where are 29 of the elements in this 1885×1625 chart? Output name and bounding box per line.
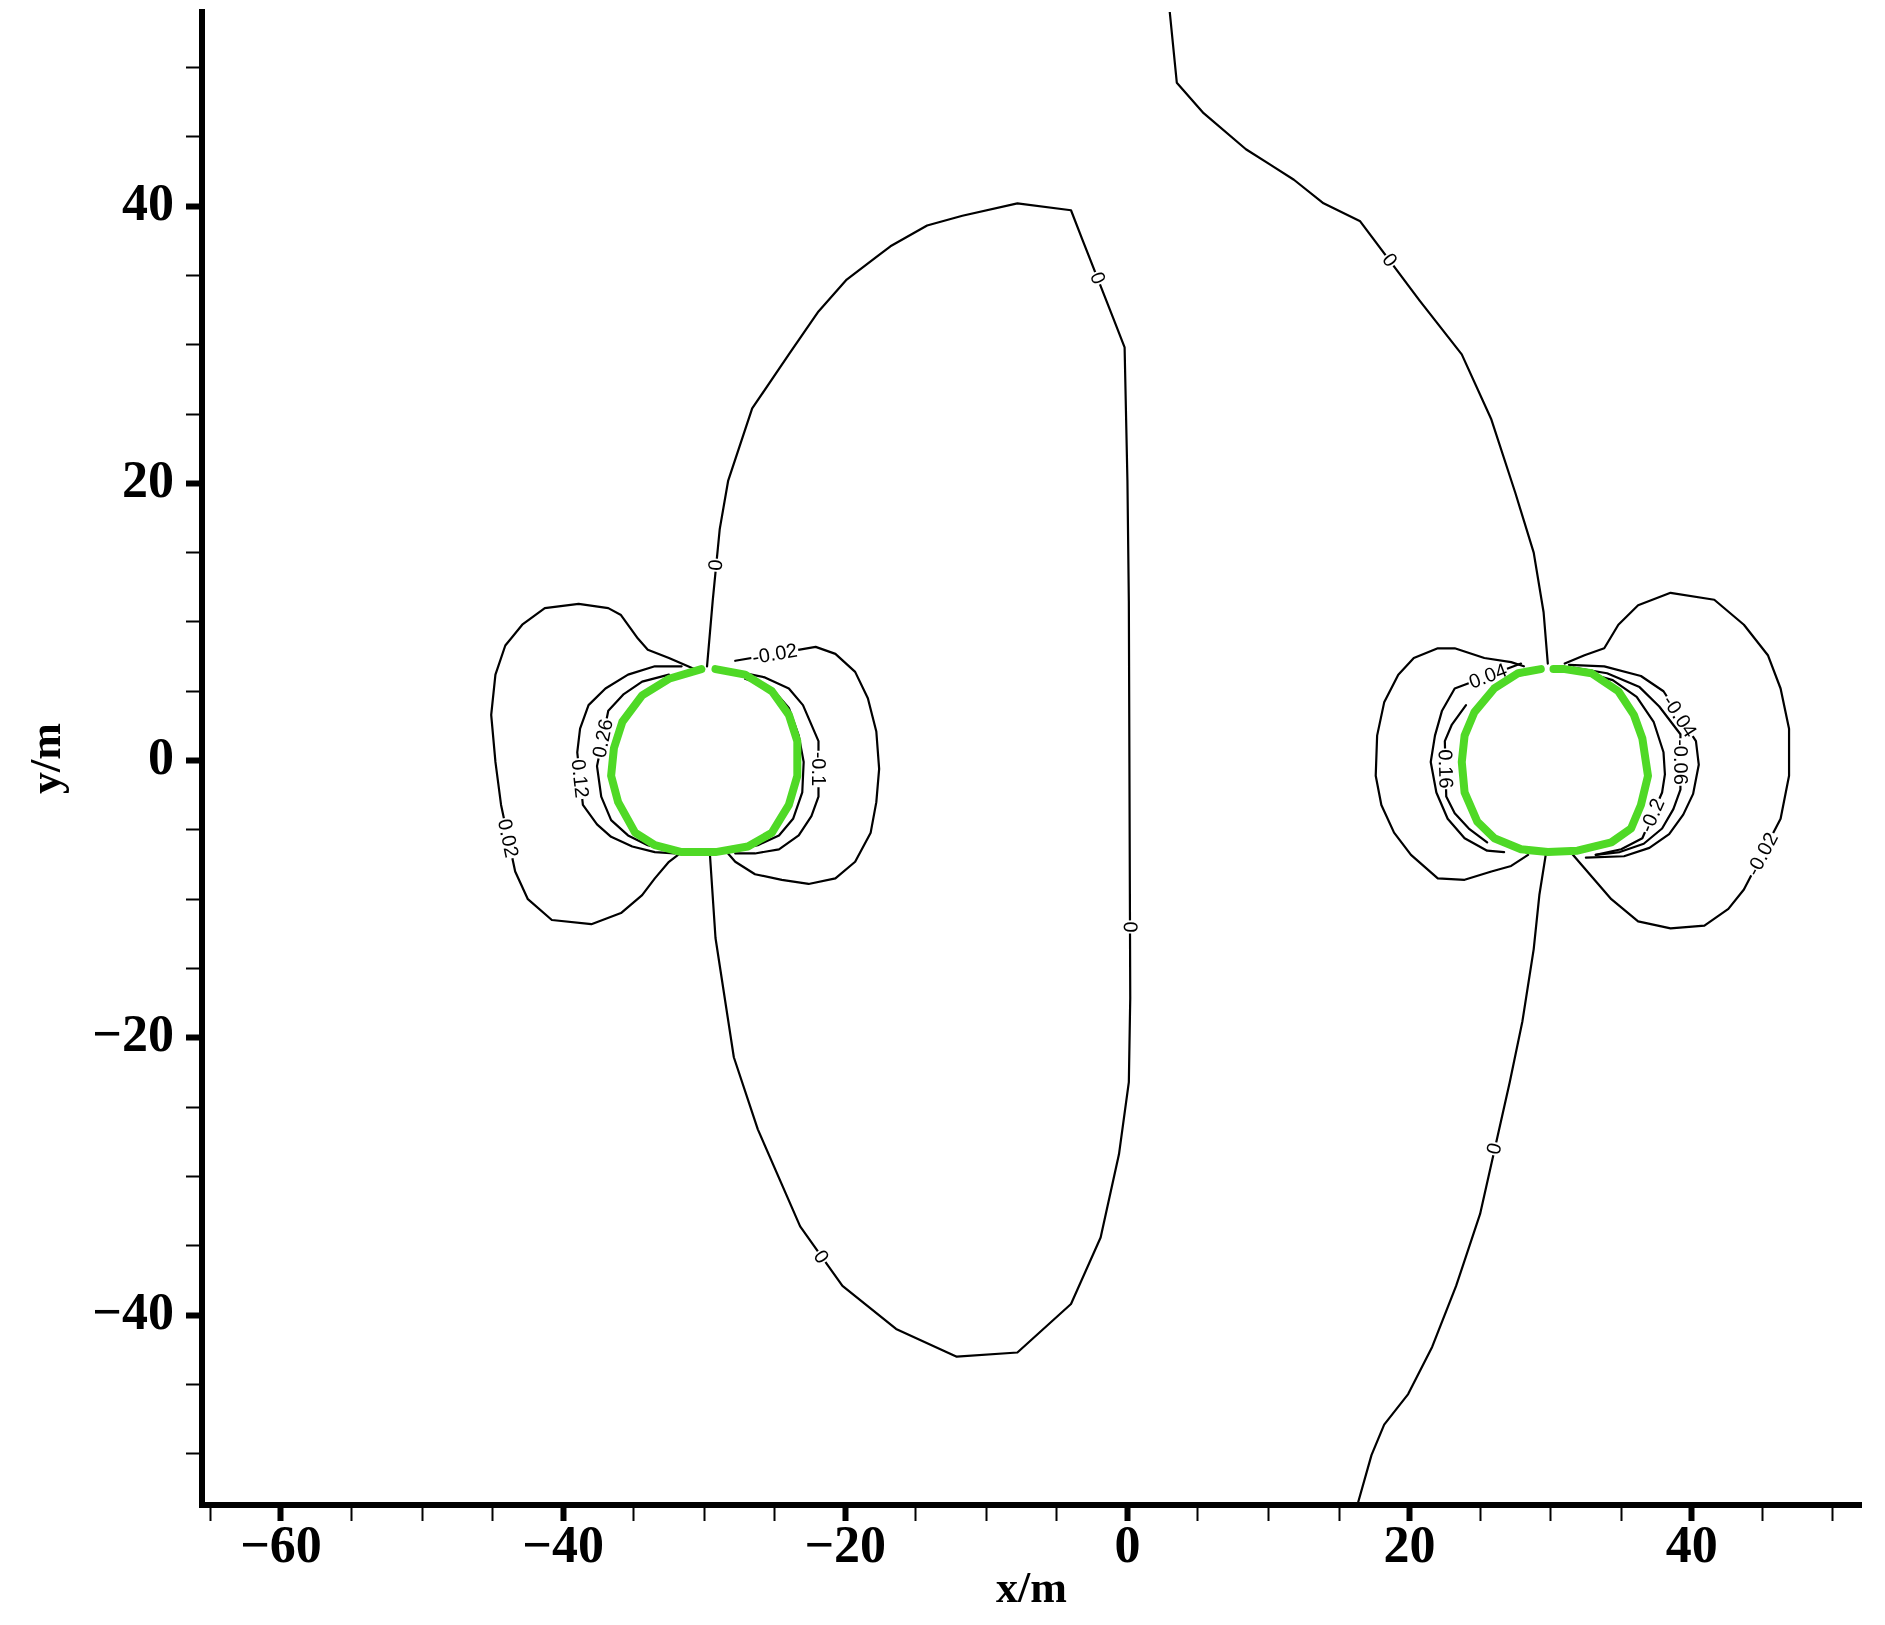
annotation: 0 (1481, 1140, 1506, 1157)
annotation: 0 (1119, 921, 1142, 933)
x-tick-label: 40 (1665, 1515, 1718, 1573)
annotation: 0 (1378, 248, 1403, 271)
y-tick-label: −20 (92, 1005, 174, 1063)
annotation: 0.02 (493, 816, 524, 860)
x-tick-label: −40 (522, 1515, 604, 1573)
y-tick-label: 40 (122, 173, 174, 231)
y-tick-label: 0 (148, 728, 174, 786)
y-tick-label: −40 (92, 1282, 174, 1340)
x-tick-label: −20 (804, 1515, 887, 1573)
annotation: 0 (703, 558, 727, 572)
annotation: -0.2 (1634, 794, 1669, 836)
annotation: 0.26 (587, 717, 617, 760)
x-tick-label: 0 (1114, 1515, 1141, 1573)
annotation: 0.16 (1434, 749, 1458, 789)
y-tick-label: 20 (122, 450, 174, 508)
annotation: 0.12 (567, 758, 594, 800)
annotation: 0 (809, 1245, 834, 1268)
y-axis-title: y/m (20, 723, 70, 794)
annotation: 0.04 (1465, 658, 1510, 693)
annotation: -0.02 (750, 638, 799, 669)
x-tick-label: 20 (1383, 1515, 1436, 1573)
annotation: -0.06 (1669, 739, 1692, 785)
annotation: -0.1 (807, 751, 830, 787)
x-axis-title: x/m (996, 1562, 1067, 1612)
annotation: 0 (1085, 268, 1111, 288)
annotation: -0.02 (1741, 828, 1783, 880)
x-tick-label: −60 (240, 1515, 322, 1573)
